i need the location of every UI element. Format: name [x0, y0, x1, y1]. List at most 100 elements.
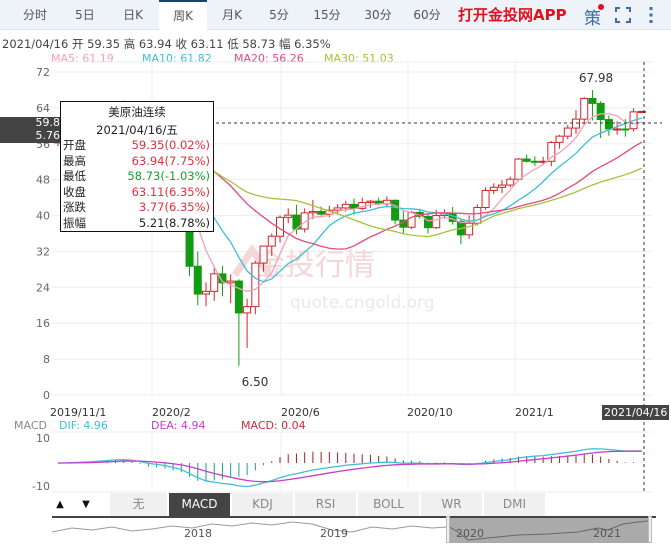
tooltip-row: 涨跌 3.77(6.35%) [61, 200, 213, 216]
candle [473, 206, 482, 224]
navigator-left-handle[interactable] [446, 516, 450, 543]
navigator-year-label: 2020 [456, 527, 484, 540]
candle [259, 245, 268, 264]
info-close: 63.11 [190, 37, 224, 51]
min-annotation: 6.50 [242, 375, 269, 389]
macd-y-label: 10 [36, 432, 50, 445]
x-axis-label: 2021/1 [515, 406, 554, 419]
info-amplitude: 6.35% [294, 37, 331, 51]
crosshair-date-tag: 2021/04/16 [602, 405, 670, 420]
tab-8[interactable]: 60分 [413, 8, 441, 22]
macd-legend-item: MACD: 0.04 [241, 419, 306, 432]
ohlc-info-line: 2021/04/16 开 59.35 高 63.94 收 63.11 低 58.… [2, 37, 331, 51]
tab-7[interactable]: 30分 [364, 8, 392, 22]
navigator-selection[interactable] [447, 516, 649, 543]
navigator-line [51, 521, 449, 533]
candle [596, 102, 605, 121]
candle [341, 203, 350, 209]
candle [407, 211, 416, 228]
candle [481, 189, 490, 208]
candle [234, 280, 243, 314]
tab-6[interactable]: 15分 [313, 8, 341, 22]
crosshair-price-tag: 59.8 5.76 [0, 116, 62, 143]
x-axis-label: 2020/10 [407, 406, 453, 419]
fullscreen-icon[interactable] [615, 7, 631, 23]
candle [637, 110, 646, 113]
x-axis-label: 2020/2 [152, 406, 191, 419]
candle [366, 200, 375, 204]
y-axis-label: 64 [36, 102, 50, 115]
candle [210, 273, 219, 292]
y-axis-label: 48 [36, 174, 50, 187]
y-axis-label: 0 [43, 389, 50, 402]
tooltip-value: 3.77(6.35%) [138, 200, 210, 214]
dif-line [57, 448, 642, 488]
candle [193, 265, 202, 295]
indicator-无[interactable]: 无 [110, 493, 168, 516]
scroll-up-button[interactable]: ▲ [50, 493, 70, 516]
ohlc-tooltip: 美原油连续 2021/04/16/五 开盘 59.35(0.02%) 最高 63.94… [60, 101, 214, 232]
tooltip-key: 收盘 [63, 184, 86, 199]
candle [621, 128, 630, 131]
y-axis-label: 32 [36, 245, 50, 258]
tab-3[interactable]: 周K [159, 0, 207, 31]
candle [424, 215, 432, 229]
y-axis-label: 72 [36, 66, 50, 79]
tooltip-key: 振幅 [63, 215, 86, 230]
tab-1[interactable]: 5日 [75, 8, 95, 22]
tooltip-key: 最低 [63, 169, 86, 183]
y-axis-label: 16 [36, 317, 50, 330]
strategy-icon[interactable]: 策 [584, 9, 601, 29]
candle [555, 135, 564, 143]
tooltip-value: 63.11(6.35%) [131, 184, 210, 199]
candle [588, 97, 597, 104]
indicator-macd[interactable]: MACD [169, 493, 231, 516]
tooltip-value: 5.21(8.78%) [138, 215, 210, 230]
tooltip-key: 涨跌 [63, 200, 86, 214]
candle [308, 211, 317, 214]
indicator-rsi[interactable]: RSI [295, 493, 357, 516]
navigator-year-label: 2019 [320, 527, 348, 540]
dea-line [57, 450, 642, 483]
tab-5[interactable]: 5分 [269, 8, 289, 22]
tooltip-row: 最低 58.73(-1.03%) [61, 169, 213, 185]
tab-4[interactable]: 月K [222, 8, 242, 22]
candle [580, 97, 589, 120]
tooltip-value: 59.35(0.02%) [131, 138, 210, 152]
tab-0[interactable]: 分时 [22, 8, 47, 22]
candle [267, 235, 276, 247]
scroll-down-button[interactable]: ▼ [76, 493, 96, 516]
tooltip-key: 最高 [63, 153, 86, 168]
indicator-boll[interactable]: BOLL [358, 493, 420, 516]
open-app-link[interactable]: 打开金投网APP [458, 6, 567, 24]
max-annotation: 67.98 [579, 71, 613, 85]
candle [522, 158, 531, 162]
tooltip-date: 2021/04/16/五 [96, 123, 178, 137]
tab-2[interactable]: 日K [123, 8, 143, 22]
x-axis-label: 2020/6 [281, 406, 320, 419]
candle [547, 141, 556, 162]
navigator-right-handle[interactable] [648, 516, 652, 543]
svg-text:quote.cngold.org: quote.cngold.org [290, 293, 435, 313]
candle [498, 184, 506, 188]
candle [506, 178, 515, 186]
info-date: 2021/04/16 [2, 37, 69, 51]
indicator-dmi[interactable]: DMI [484, 493, 546, 516]
candle [563, 127, 572, 137]
candle [218, 273, 227, 284]
y-axis-label: 24 [36, 281, 50, 294]
candle [613, 128, 622, 131]
x-axis-label: 2019/11/1 [50, 406, 107, 419]
more-menu-icon[interactable] [649, 5, 653, 25]
indicator-wr[interactable]: WR [421, 493, 483, 516]
notification-dot [598, 4, 604, 10]
candle [604, 119, 613, 130]
candle [333, 207, 342, 211]
tooltip-instrument: 美原油连续 [108, 105, 166, 119]
indicator-kdj[interactable]: KDJ [232, 493, 294, 516]
info-high: 63.94 [138, 37, 172, 51]
navigator-year-label: 2018 [184, 527, 212, 540]
y-axis-label: 40 [36, 210, 50, 223]
tooltip-key: 开盘 [63, 138, 86, 152]
candle [202, 290, 210, 295]
